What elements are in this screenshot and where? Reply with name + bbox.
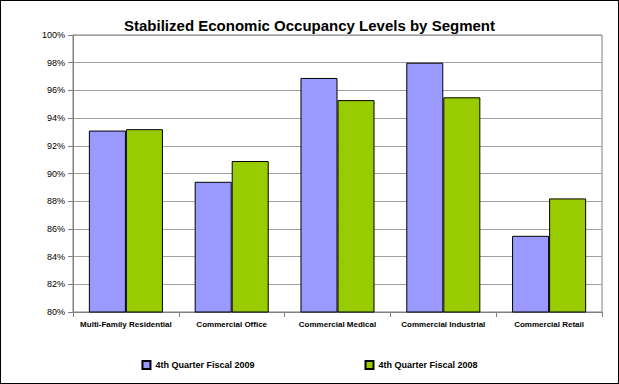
svg-text:80%: 80% xyxy=(47,307,65,317)
svg-text:Commercial Medical: Commercial Medical xyxy=(299,320,376,329)
svg-text:90%: 90% xyxy=(47,169,65,179)
svg-text:Commercial Industrial: Commercial Industrial xyxy=(401,320,485,329)
svg-text:Commercial Retail: Commercial Retail xyxy=(514,320,584,329)
svg-text:100%: 100% xyxy=(42,30,65,40)
svg-text:96%: 96% xyxy=(47,85,65,95)
svg-text:4th Quarter Fiscal 2009: 4th Quarter Fiscal 2009 xyxy=(155,360,254,370)
svg-text:4th Quarter Fiscal 2008: 4th Quarter Fiscal 2008 xyxy=(379,360,478,370)
svg-text:92%: 92% xyxy=(47,141,65,151)
svg-text:86%: 86% xyxy=(47,224,65,234)
svg-text:Commercial Office: Commercial Office xyxy=(196,320,267,329)
svg-text:94%: 94% xyxy=(47,113,65,123)
svg-text:82%: 82% xyxy=(47,279,65,289)
svg-text:84%: 84% xyxy=(47,252,65,262)
svg-text:Multi-Family Residential: Multi-Family Residential xyxy=(80,320,172,329)
svg-text:Stabilized Economic Occupancy: Stabilized Economic Occupancy Levels by … xyxy=(124,17,495,34)
svg-text:88%: 88% xyxy=(47,196,65,206)
svg-text:98%: 98% xyxy=(47,58,65,68)
